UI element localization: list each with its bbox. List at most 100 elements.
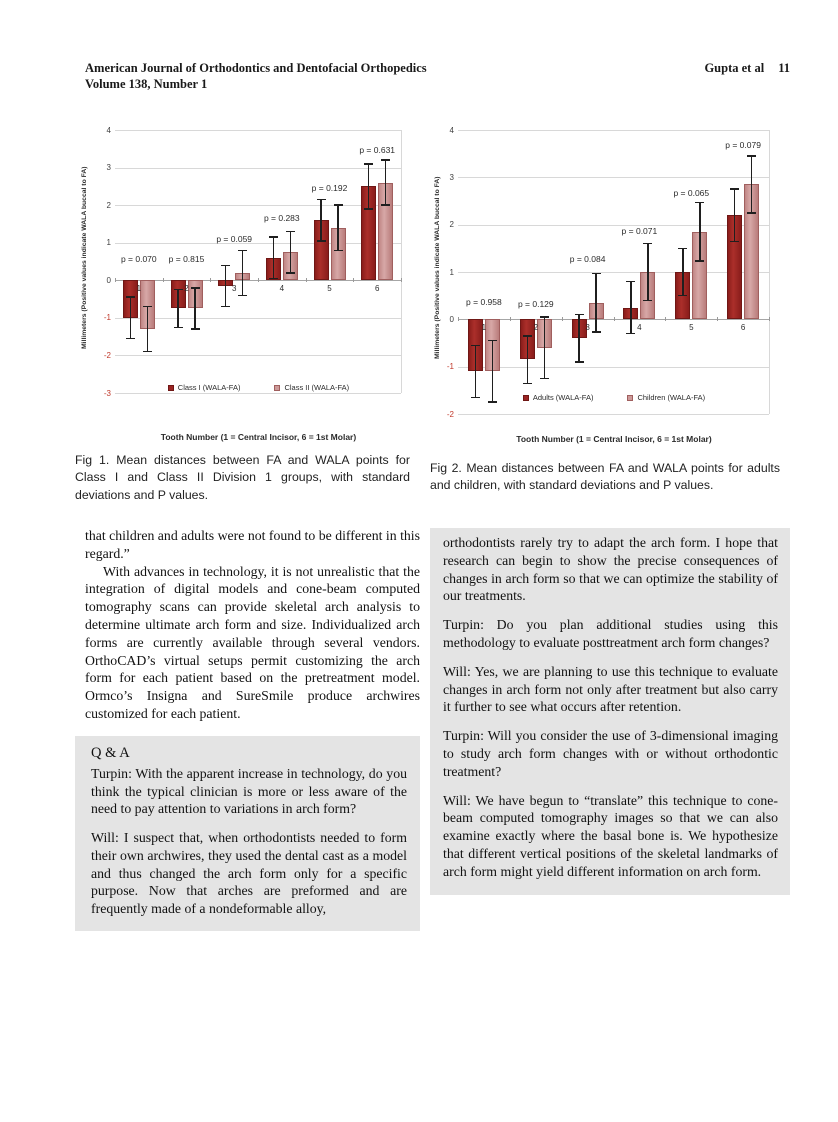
page-header: American Journal of Orthodontics and Den… [85,60,790,93]
fig1-x-axis-label: Tooth Number (1 = Central Incisor, 6 = 1… [160,432,357,442]
gridline [115,130,401,131]
gridline [115,205,401,207]
gridline [115,242,401,244]
legend-label: Adults (WALA-FA) [532,393,594,402]
error-bar-cap [333,249,343,251]
x-axis-tick: 6 [374,284,380,294]
legend-item: Adults (WALA-FA) [522,393,594,402]
fig2-caption: Fig 2. Mean distances between FA and WAL… [430,461,780,493]
error-bar-cap [221,305,231,308]
error-bar-cap [221,264,231,266]
error-bar-cap [678,294,688,297]
legend-label: Class II (WALA-FA) [284,383,350,392]
error-bar-cap [316,240,326,242]
error-bar-cap [142,350,152,353]
x-axis-tick: 1 [481,323,487,333]
fig2-legend: Adults (WALA-FA) Children (WALA-FA) [458,393,770,402]
gridline [458,177,769,179]
error-bar-cap [591,331,601,333]
left-column-text: that children and adults were not found … [85,527,420,723]
qa-heading: Q & A [91,745,130,761]
error-bar [595,273,597,333]
error-bar-cap [574,313,584,316]
axis-tick-mark [305,278,307,283]
error-bar-cap [238,294,248,297]
error-bar-cap [268,236,278,238]
error-bar-cap [268,277,278,280]
p-value-label: p = 0.631 [359,145,396,156]
axis-tick-mark [401,278,402,283]
error-bar-cap [730,188,740,190]
y-axis-tick: -1 [446,362,454,372]
axis-tick-mark [115,278,116,283]
qa-paragraph: Will: We have begun to “translate” this … [443,792,778,879]
qa-paragraph: Will: Yes, we are planning to use this t… [443,663,778,715]
error-bar-cap [125,296,135,298]
legend-item: Class I (WALA-FA) [167,383,241,392]
axis-tick-mark [162,278,164,283]
error-bar-cap [695,260,705,262]
error-bar-cap [173,288,183,291]
fig1-y-axis-label: Millimeters (Positive values indicate WA… [81,166,88,349]
y-axis-tick: 0 [449,314,454,324]
axis-tick-mark [561,317,563,322]
error-bar [177,289,179,328]
legend-item: Children (WALA-FA) [627,393,705,402]
y-axis-tick: 1 [106,238,111,248]
error-bar [272,237,275,279]
gridline [115,317,401,319]
p-value-label: p = 0.084 [569,253,606,264]
gridline [458,414,769,415]
error-bar-cap [747,155,757,157]
error-bar [647,243,649,301]
error-bar-cap [539,377,549,380]
x-axis-tick: 3 [231,284,237,294]
x-axis-tick: 2 [184,284,189,294]
error-bar-cap [695,201,705,204]
legend-label: Class I (WALA-FA) [177,383,241,392]
gridline [115,167,401,169]
gridline [115,355,401,357]
error-bar-cap [381,159,391,161]
error-bar-cap [643,242,653,245]
y-axis-tick: 4 [449,125,454,135]
x-axis-tick: 5 [689,323,694,333]
p-value-label: p = 0.192 [311,182,348,193]
axis-tick-mark [769,317,770,322]
x-axis-tick: 4 [279,284,285,294]
error-bar-cap [142,305,152,308]
paragraph: that children and adults were not found … [85,528,420,561]
p-value-label: p = 0.071 [621,225,658,236]
p-value-label: p = 0.129 [517,298,554,309]
error-bar-cap [333,204,343,206]
error-bar [320,199,322,241]
gridline [115,393,401,394]
legend-item: Class II (WALA-FA) [274,383,349,392]
gridline [458,366,769,368]
error-bar-cap [470,396,480,399]
error-bar [733,189,736,242]
error-bar-cap [364,163,374,165]
p-value-label: p = 0.059 [216,233,253,244]
axis-tick-mark [258,278,259,283]
p-value-label: p = 0.815 [168,254,205,265]
error-bar [289,231,292,273]
axis-tick-mark [613,317,615,322]
fig1-plot-area: -3 -2 -1 0 1 2 3 4 1 2 3 4 5 6 p = 0.070 p = 0.815 p = 0… [104,126,402,398]
error-bar-cap [173,326,183,328]
error-bar-cap [522,335,532,337]
error-bar-cap [522,382,532,384]
fig1-bar-chart: Millimeters (Positive values indicate WA… [75,122,410,444]
y-axis-tick: 2 [106,200,111,210]
qa-section-box: Q & A Turpin: With the apparent increase… [75,736,420,932]
journal-masthead: American Journal of Orthodontics and Den… [85,60,427,93]
error-bar-cap [190,287,200,289]
error-bar-cap [643,299,653,302]
error-bar [578,314,580,362]
qa-paragraph: Turpin: With the apparent increase in te… [91,765,407,817]
figure-2: Millimeters (Positive values indicate WA… [430,122,780,495]
qa-paragraph: Turpin: Will you consider the use of 3-d… [443,728,778,779]
error-bar [526,335,528,384]
error-bar-cap [238,249,248,251]
